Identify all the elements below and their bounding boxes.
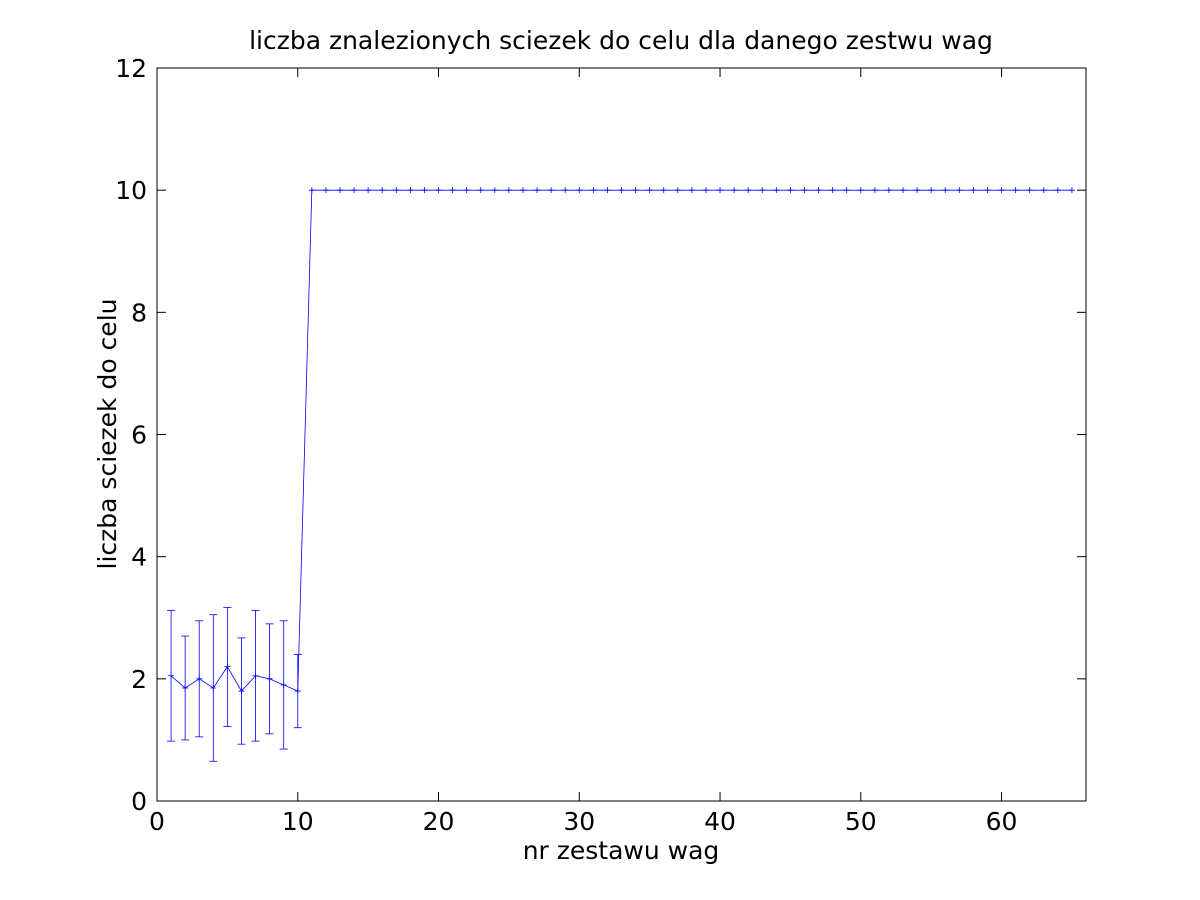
data-point bbox=[1054, 187, 1061, 194]
data-point bbox=[1040, 187, 1047, 194]
data-point bbox=[604, 187, 611, 194]
data-point bbox=[956, 187, 963, 194]
data-point bbox=[519, 187, 526, 194]
data-point bbox=[970, 187, 977, 194]
data-point bbox=[294, 688, 301, 695]
data-point bbox=[857, 187, 864, 194]
data-point bbox=[210, 684, 217, 691]
data-point bbox=[449, 187, 456, 194]
x-tick-label: 50 bbox=[845, 807, 877, 836]
data-point bbox=[843, 187, 850, 194]
x-tick-label: 20 bbox=[423, 807, 455, 836]
data-point bbox=[998, 187, 1005, 194]
data-point bbox=[196, 675, 203, 682]
x-tick-label: 60 bbox=[986, 807, 1018, 836]
data-point bbox=[238, 688, 245, 695]
data-point bbox=[182, 684, 189, 691]
data-point bbox=[942, 187, 949, 194]
data-point bbox=[618, 187, 625, 194]
data-point bbox=[1012, 187, 1019, 194]
data-point bbox=[590, 187, 597, 194]
data-point bbox=[984, 187, 991, 194]
data-point bbox=[322, 187, 329, 194]
data-point bbox=[407, 187, 414, 194]
data-point bbox=[717, 187, 724, 194]
x-tick-label: 0 bbox=[149, 807, 165, 836]
data-point bbox=[660, 187, 667, 194]
y-axis-label: liczba sciezek do celu bbox=[93, 299, 122, 570]
y-tick-label: 12 bbox=[115, 54, 147, 83]
y-tick-label: 6 bbox=[131, 421, 147, 450]
y-tick-label: 10 bbox=[115, 176, 147, 205]
x-tick-label: 10 bbox=[282, 807, 314, 836]
data-point bbox=[168, 672, 175, 679]
data-point bbox=[1026, 187, 1033, 194]
data-point bbox=[674, 187, 681, 194]
data-point bbox=[252, 672, 259, 679]
data-point bbox=[576, 187, 583, 194]
data-point bbox=[900, 187, 907, 194]
data-point bbox=[885, 187, 892, 194]
data-point bbox=[745, 187, 752, 194]
data-point bbox=[379, 187, 386, 194]
data-point bbox=[505, 187, 512, 194]
plot-area: 0 10 20 30 40 50 60 0 2 4 6 8 10 12 bbox=[115, 54, 1087, 836]
series-line bbox=[170, 189, 1072, 692]
data-point bbox=[759, 187, 766, 194]
data-point bbox=[548, 187, 555, 194]
data-point bbox=[688, 187, 695, 194]
x-tick-label: 30 bbox=[563, 807, 595, 836]
data-point bbox=[308, 187, 315, 194]
y-tick-label: 4 bbox=[131, 543, 147, 572]
data-point bbox=[463, 187, 470, 194]
data-point bbox=[773, 187, 780, 194]
data-point bbox=[632, 187, 639, 194]
data-point bbox=[871, 187, 878, 194]
data-point bbox=[787, 187, 794, 194]
data-point bbox=[829, 187, 836, 194]
y-tick-label: 0 bbox=[131, 787, 147, 816]
data-point bbox=[336, 187, 343, 194]
data-point bbox=[280, 681, 287, 688]
data-point bbox=[393, 187, 400, 194]
data-point bbox=[266, 675, 273, 682]
data-point bbox=[421, 187, 428, 194]
data-point bbox=[491, 187, 498, 194]
data-point bbox=[435, 187, 442, 194]
data-point bbox=[534, 187, 541, 194]
data-point bbox=[1068, 187, 1075, 194]
data-point bbox=[477, 187, 484, 194]
data-point bbox=[351, 187, 358, 194]
data-point bbox=[224, 663, 231, 670]
data-point bbox=[914, 187, 921, 194]
y-tick-label: 8 bbox=[131, 298, 147, 327]
data-point bbox=[365, 187, 372, 194]
data-point bbox=[646, 187, 653, 194]
chart-title: liczba znalezionych sciezek do celu dla … bbox=[249, 26, 993, 55]
x-axis-label: nr zestawu wag bbox=[523, 836, 720, 865]
x-tick-label: 40 bbox=[704, 807, 736, 836]
data-point bbox=[731, 187, 738, 194]
y-tick-label: 2 bbox=[131, 665, 147, 694]
data-point bbox=[801, 187, 808, 194]
data-point bbox=[562, 187, 569, 194]
data-point bbox=[702, 187, 709, 194]
data-point bbox=[928, 187, 935, 194]
data-point bbox=[815, 187, 822, 194]
